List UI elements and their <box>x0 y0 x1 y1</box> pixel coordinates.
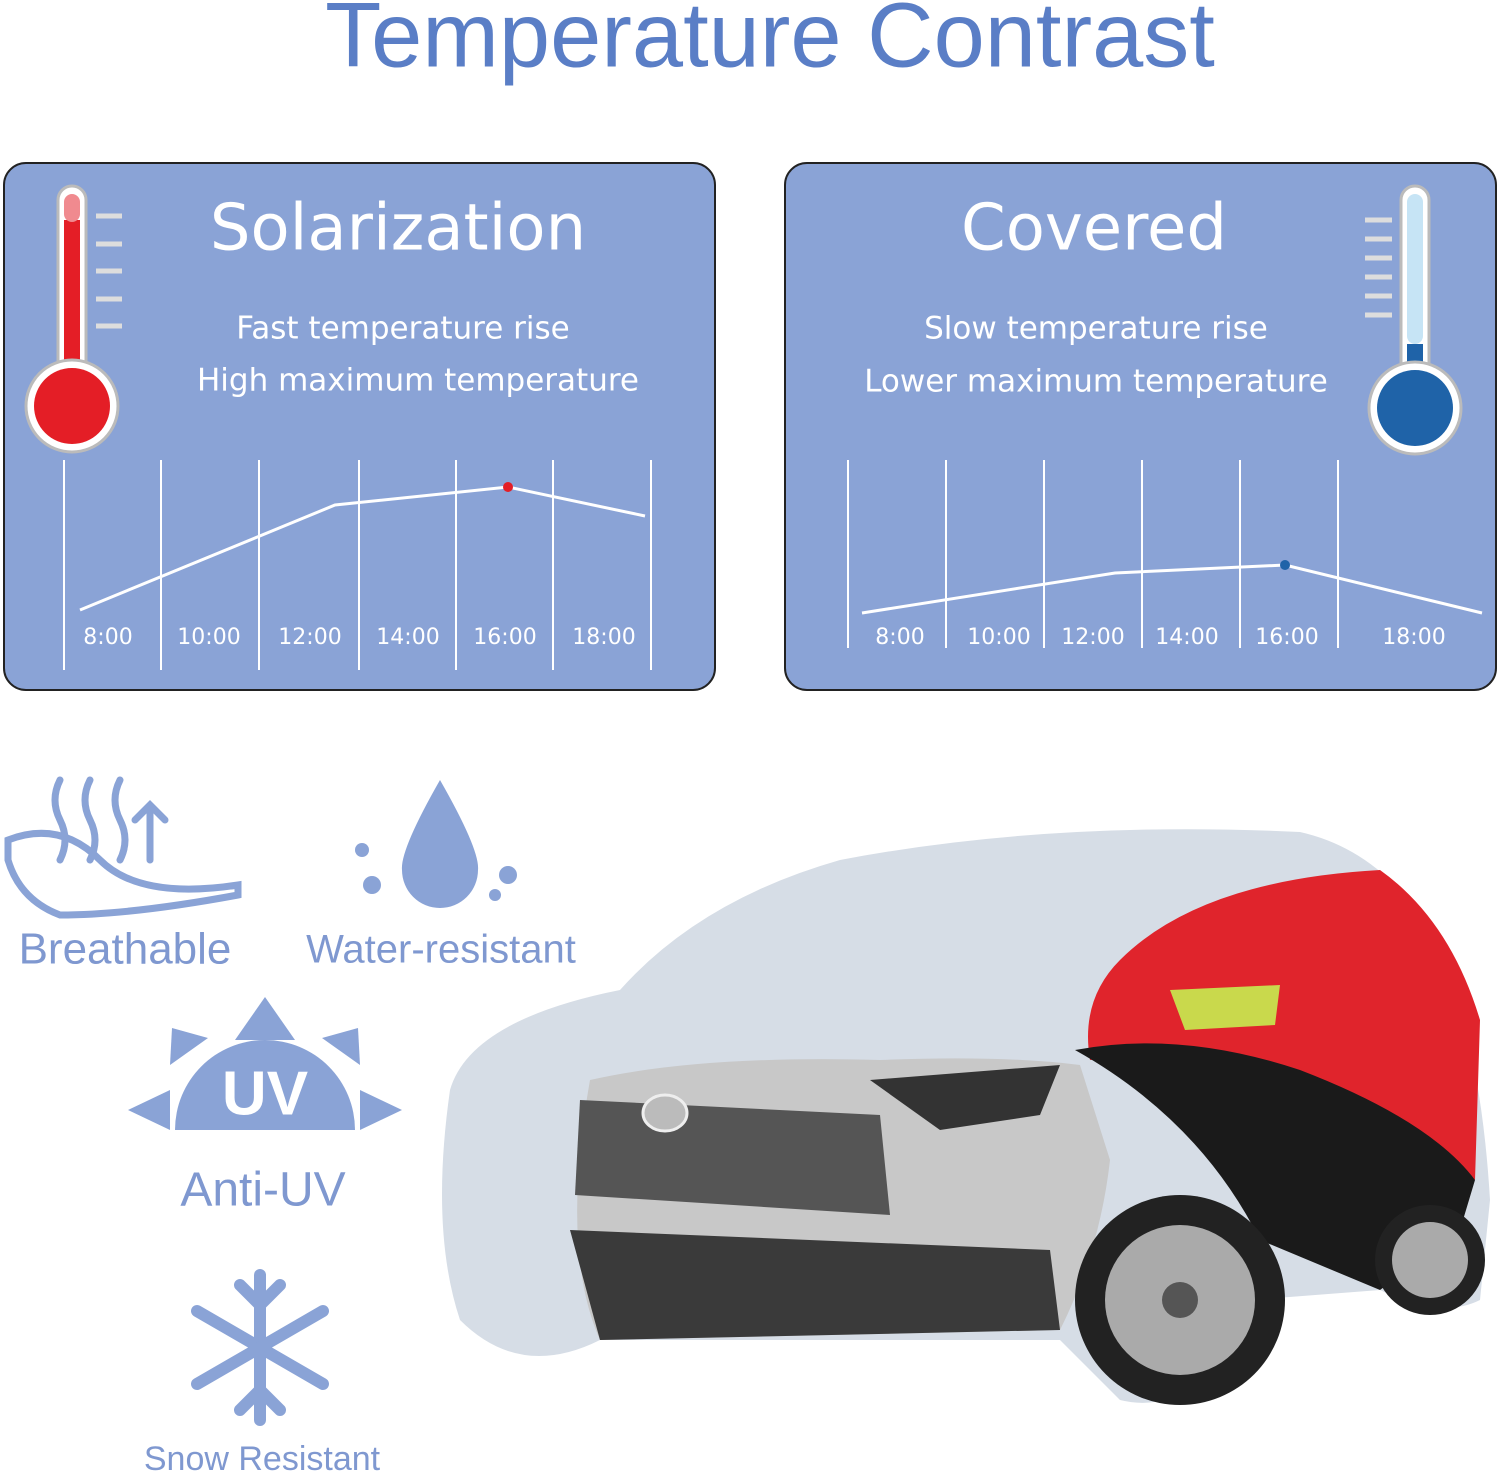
time-label: 16:00 <box>1255 625 1318 650</box>
time-label: 14:00 <box>1155 625 1218 650</box>
panel-line: Lower maximum temperature <box>864 364 1328 400</box>
panel-title: Covered <box>961 192 1227 266</box>
feature-label: Water-resistant <box>306 928 576 972</box>
peak-dot <box>1280 560 1290 570</box>
panel-solarization: Solarization Fast temperature rise High … <box>3 162 716 691</box>
panel-line: Fast temperature rise <box>236 311 569 347</box>
time-label: 14:00 <box>376 625 439 650</box>
panel-title: Solarization <box>210 192 586 266</box>
page-title: Temperature Contrast <box>325 0 1215 86</box>
panel-bg <box>3 162 716 691</box>
temperature-curve <box>861 563 1483 615</box>
feature-label: Snow Resistant <box>144 1440 381 1478</box>
time-label: 18:00 <box>572 625 635 650</box>
snowflake-icon <box>191 1269 329 1426</box>
thermometer-hot <box>24 184 122 454</box>
time-label: 8:00 <box>83 625 132 650</box>
time-label: 8:00 <box>875 625 924 650</box>
feature-label: Breathable <box>19 925 232 974</box>
time-label: 10:00 <box>967 625 1030 650</box>
time-label: 18:00 <box>1382 625 1445 650</box>
svg-text:UV: UV <box>222 1059 308 1128</box>
panel-covered: Covered Slow temperature rise Lower maxi… <box>784 162 1497 691</box>
peak-dot <box>503 482 513 492</box>
panel-line: Slow temperature rise <box>924 311 1268 347</box>
panel-line: High maximum temperature <box>197 363 639 399</box>
temperature-curve <box>79 485 646 612</box>
breathable-icon <box>4 776 242 919</box>
time-label: 10:00 <box>177 625 240 650</box>
panel-bg <box>784 162 1497 691</box>
time-label: 16:00 <box>473 625 536 650</box>
chart-grid <box>847 460 1339 648</box>
time-label: 12:00 <box>1061 625 1124 650</box>
thermometer-cool <box>1365 184 1463 456</box>
car-cover-image <box>442 829 1490 1405</box>
water-drop-icon <box>355 780 517 908</box>
uv-icon: UV <box>128 997 402 1130</box>
feature-label: Anti-UV <box>180 1164 345 1217</box>
time-label: 12:00 <box>278 625 341 650</box>
